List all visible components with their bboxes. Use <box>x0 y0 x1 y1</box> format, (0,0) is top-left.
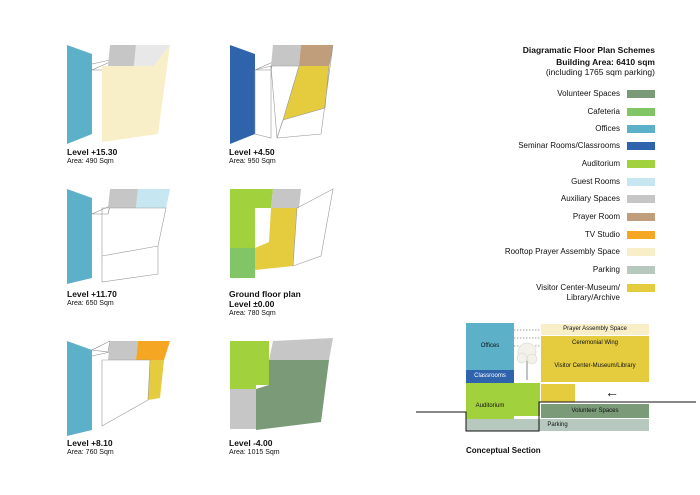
plan-level-15-30-drawing <box>67 45 170 144</box>
plan-area-label: Area: 760 Sqm <box>67 449 114 456</box>
legend-item: Prayer Room <box>470 210 655 224</box>
plan-level-8-10-drawing <box>67 340 170 436</box>
legend-item-label: Volunteer Spaces <box>557 89 620 98</box>
legend-title: Diagramatic Floor Plan Schemes <box>522 45 655 55</box>
plan-level-15-30 <box>62 42 202 182</box>
plan-level-label: Level +15.30 <box>67 147 118 157</box>
section-auditorium-extension <box>514 383 540 416</box>
plan-level-label-2: Level ±0.00 <box>229 299 275 309</box>
legend-item-swatch <box>627 160 655 168</box>
legend-item-label: Prayer Room <box>572 212 620 221</box>
legend-item: Auxiliary Spaces <box>470 192 655 206</box>
tree-icon <box>516 342 538 380</box>
section-arrow: ← <box>605 383 619 400</box>
plan-level-label: Level +4.50 <box>229 147 275 157</box>
legend-item-swatch <box>627 108 655 116</box>
section-visitor-center: Visitor Center-Museum/Library <box>541 350 649 382</box>
plan-level-4-50 <box>225 42 365 182</box>
legend-item-label: Rooftop Prayer Assembly Space <box>504 247 620 256</box>
plan-level-minus-4-00 <box>225 338 365 478</box>
legend-item: Cafeteria <box>470 105 655 119</box>
plan-ground-floor <box>225 186 365 326</box>
legend-item-swatch <box>627 284 655 292</box>
legend-item-swatch <box>627 195 655 203</box>
legend-item: Offices <box>470 122 655 136</box>
section-parking: Parking <box>466 419 649 431</box>
legend-item: Visitor Center-Museum/ Library/Archive <box>470 281 655 302</box>
section-classrooms: Classrooms <box>466 370 514 383</box>
section-ceremonial-wing: Ceremonial Wing <box>541 336 649 350</box>
legend-item-label: Cafeteria <box>587 107 620 116</box>
conceptual-section: Offices Classrooms Auditorium Prayer Ass… <box>416 318 696 458</box>
building-area: Building Area: 6410 sqm <box>556 57 655 67</box>
plan-level-8-10 <box>62 338 202 478</box>
plan-area-label: Area: 780 Sqm <box>229 310 276 317</box>
legend-item: Auditorium <box>470 157 655 171</box>
legend-item-label: Auxiliary Spaces <box>560 194 620 203</box>
plan-level-label: Level +8.10 <box>67 438 113 448</box>
legend-item-label: Guest Rooms <box>571 177 620 186</box>
plan-area-label: Area: 650 Sqm <box>67 300 114 307</box>
legend: Diagramatic Floor Plan Schemes Building … <box>470 45 655 302</box>
plan-level-4-50-drawing <box>230 44 334 144</box>
plan-area-label: Area: 1015 Sqm <box>229 449 280 456</box>
legend-item: Parking <box>470 263 655 277</box>
legend-item-swatch <box>627 178 655 186</box>
parking-note: (including 1765 sqm parking) <box>545 67 655 77</box>
legend-item-swatch <box>627 213 655 221</box>
legend-item-label: Auditorium <box>581 159 620 168</box>
legend-item-label: Seminar Rooms/Classrooms <box>518 141 620 150</box>
plan-area-label: Area: 490 Sqm <box>67 158 114 165</box>
legend-item-swatch <box>627 266 655 274</box>
legend-item-swatch <box>627 125 655 133</box>
section-prayer-assembly: Prayer Assembly Space <box>541 324 649 335</box>
plan-ground-floor-drawing <box>230 188 334 278</box>
legend-item-swatch <box>627 231 655 239</box>
plan-level-label: Level -4.00 <box>229 438 273 448</box>
plan-level-label: Level +11.70 <box>67 289 117 299</box>
legend-item-label: Offices <box>595 124 620 133</box>
legend-item-label: TV Studio <box>584 230 620 239</box>
legend-item-label: Parking <box>592 265 620 274</box>
section-offices: Offices <box>466 323 514 370</box>
plan-area-label: Area: 950 Sqm <box>229 158 276 165</box>
legend-item-label: Visitor Center-Museum/ Library/Archive <box>536 283 620 302</box>
legend-item: Rooftop Prayer Assembly Space <box>470 245 655 259</box>
legend-item: TV Studio <box>470 228 655 242</box>
legend-item: Volunteer Spaces <box>470 87 655 101</box>
legend-item-swatch <box>627 142 655 150</box>
plan-level-label: Ground floor plan <box>229 289 301 299</box>
section-visitor-center-lower <box>541 384 575 402</box>
legend-item-swatch <box>627 90 655 98</box>
section-volunteer: Volunteer Spaces <box>541 404 649 418</box>
legend-item-swatch <box>627 248 655 256</box>
legend-item: Seminar Rooms/Classrooms <box>470 139 655 153</box>
plan-level-11-70-drawing <box>67 189 170 284</box>
legend-item: Guest Rooms <box>470 175 655 189</box>
section-title: Conceptual Section <box>466 446 541 455</box>
plan-level-minus-4-00-drawing <box>230 338 333 430</box>
plan-level-11-70 <box>62 186 202 326</box>
